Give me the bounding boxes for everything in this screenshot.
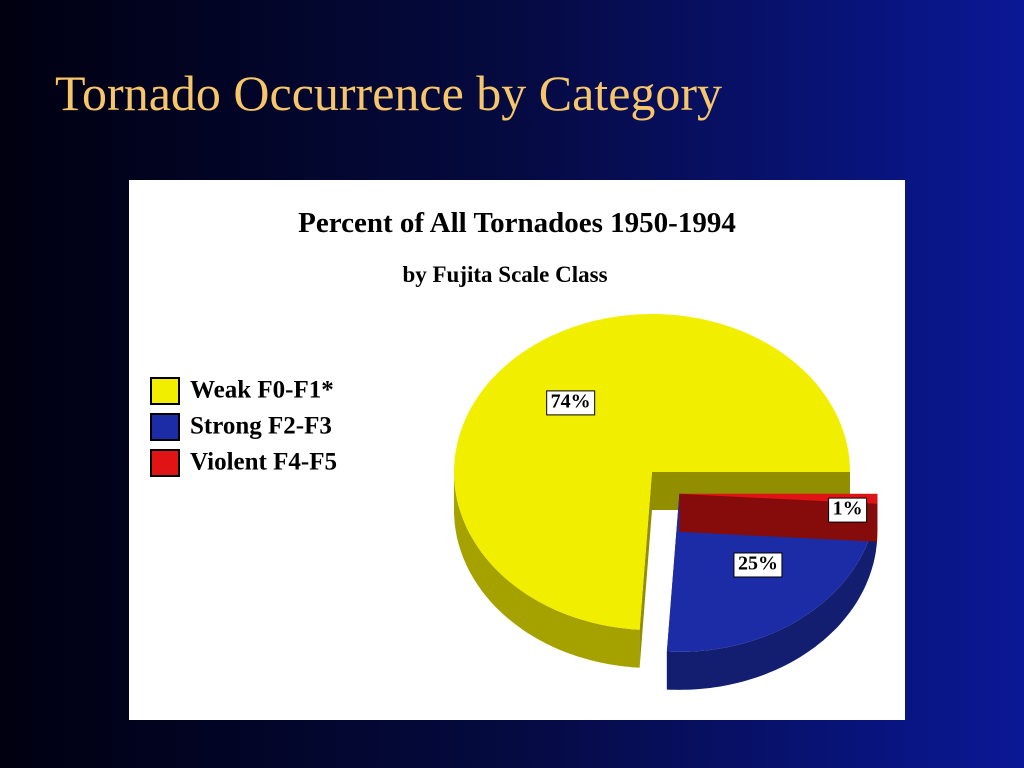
pie-slice bbox=[679, 493, 878, 504]
legend-swatch bbox=[150, 413, 180, 441]
legend: Weak F0-F1* Strong F2-F3 Violent F4-F5 bbox=[150, 377, 337, 477]
legend-swatch bbox=[150, 377, 180, 405]
legend-label: Violent F4-F5 bbox=[190, 449, 337, 476]
value-label: 25% bbox=[738, 553, 778, 575]
value-label: 74% bbox=[551, 390, 591, 412]
chart-subtitle: by Fujita Scale Class bbox=[402, 262, 607, 287]
value-label-box bbox=[733, 552, 783, 578]
legend-swatch bbox=[150, 449, 180, 477]
value-label-box bbox=[828, 497, 868, 523]
chart-title: Percent of All Tornadoes 1950-1994 bbox=[298, 207, 736, 239]
legend-label: Strong F2-F3 bbox=[190, 413, 332, 440]
slide-title: Tornado Occurrence by Category bbox=[55, 65, 722, 121]
pie-side bbox=[454, 472, 640, 668]
pie-wall bbox=[679, 493, 878, 532]
legend-label: Weak F0-F1* bbox=[190, 377, 334, 404]
pie-side bbox=[666, 503, 877, 690]
value-label: 1% bbox=[833, 498, 863, 520]
value-label-box bbox=[546, 390, 596, 416]
pie-wall bbox=[639, 472, 652, 668]
pie: 74% 25% 1% bbox=[454, 314, 878, 690]
